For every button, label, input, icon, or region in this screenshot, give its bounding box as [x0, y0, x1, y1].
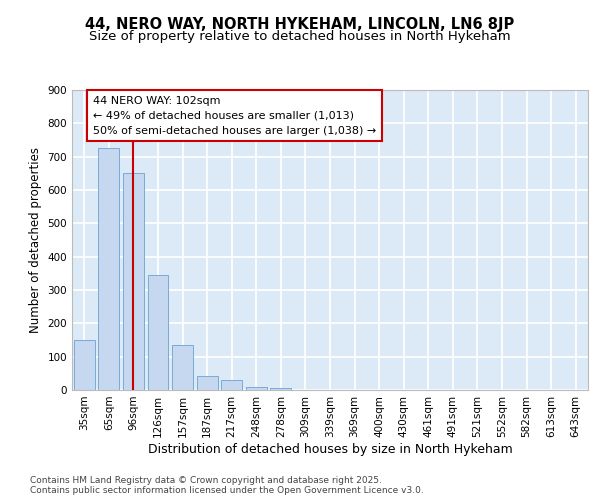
Bar	[221, 380, 242, 390]
Bar	[271, 388, 292, 390]
Bar	[98, 148, 119, 390]
Text: 44 NERO WAY: 102sqm
← 49% of detached houses are smaller (1,013)
50% of semi-det: 44 NERO WAY: 102sqm ← 49% of detached ho…	[93, 96, 376, 136]
Y-axis label: Number of detached properties: Number of detached properties	[29, 147, 42, 333]
Text: Size of property relative to detached houses in North Hykeham: Size of property relative to detached ho…	[89, 30, 511, 43]
Bar	[148, 275, 169, 390]
Bar	[197, 376, 218, 390]
Bar	[74, 340, 95, 390]
Text: Contains HM Land Registry data © Crown copyright and database right 2025.
Contai: Contains HM Land Registry data © Crown c…	[30, 476, 424, 495]
Bar	[246, 386, 267, 390]
Bar	[172, 345, 193, 390]
X-axis label: Distribution of detached houses by size in North Hykeham: Distribution of detached houses by size …	[148, 442, 512, 456]
Text: 44, NERO WAY, NORTH HYKEHAM, LINCOLN, LN6 8JP: 44, NERO WAY, NORTH HYKEHAM, LINCOLN, LN…	[85, 18, 515, 32]
Bar	[123, 174, 144, 390]
